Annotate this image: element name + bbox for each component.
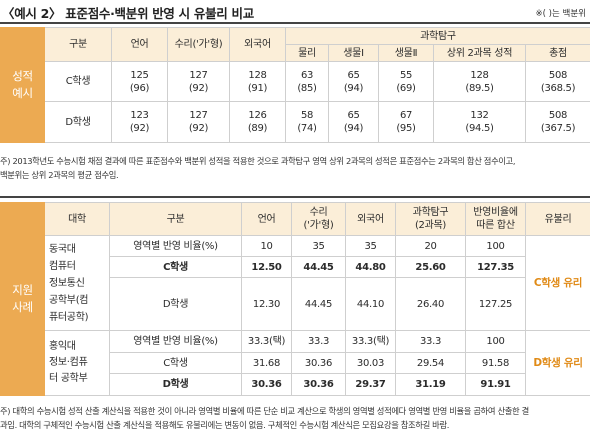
student-name: D학생 bbox=[109, 277, 242, 331]
score-cell: 128 (89.5) bbox=[433, 61, 526, 102]
table-row: C학생 12.50 44.45 44.80 25.60 127.35 bbox=[1, 256, 590, 278]
ratio-label: 영역별 반영 비율(%) bbox=[109, 235, 242, 257]
table-row: D학생 30.36 30.36 29.37 31.19 91.91 bbox=[1, 373, 590, 396]
header-result: 유불리 bbox=[525, 202, 590, 236]
university-name: 홍익대 정보·컴퓨 터 공학부 bbox=[44, 330, 110, 396]
score-cell: 127 (92) bbox=[167, 101, 230, 143]
table-row: 홍익대 정보·컴퓨 터 공학부 영역별 반영 비율(%) 33.3(택) 33.3 … bbox=[1, 330, 590, 396]
value-cell: 33.3(택) bbox=[345, 330, 396, 353]
value-cell: 31.19 bbox=[395, 373, 466, 396]
score-cell: 65 (94) bbox=[328, 61, 379, 102]
header-bio1: 생물Ⅰ bbox=[328, 44, 379, 62]
header-physics: 물리 bbox=[285, 44, 329, 62]
value-cell: 44.45 bbox=[291, 256, 346, 278]
value-cell: 30.36 bbox=[291, 373, 346, 396]
value-cell: 127.25 bbox=[465, 277, 526, 331]
score-cell: 63 (85) bbox=[285, 61, 329, 102]
score-cell: 58 (74) bbox=[285, 101, 329, 143]
unit-note: ※( )는 백분위 bbox=[535, 9, 586, 19]
footnote-score-example: 주) 2013학년도 수능시험 채점 결과에 따른 표준점수와 백분위 성적을 … bbox=[0, 156, 516, 180]
value-cell: 30.36 bbox=[291, 352, 346, 374]
table-row: D학생 12.30 44.45 44.10 26.40 127.25 bbox=[1, 277, 590, 331]
header-korean: 언어 bbox=[241, 202, 292, 236]
side-label-score-example: 성적 예시 bbox=[0, 27, 45, 143]
application-case-table: 지원 사례 대학 구분 언어 수리 ('가'형) 외국어 과학탐구 (2과목) 반영비… bbox=[0, 202, 590, 396]
value-cell: 91.91 bbox=[465, 373, 526, 396]
value-cell: 44.10 bbox=[345, 277, 396, 331]
student-name: C학생 bbox=[109, 352, 242, 374]
header-math: 수리('가'형) bbox=[167, 27, 230, 62]
table-row: 동국대 컴퓨터 정보통신 공학부(컴 퓨터공학) 영역별 반영 비율(%) 10 35 … bbox=[1, 235, 590, 331]
value-cell: 100 bbox=[465, 235, 526, 257]
side-label-application-case: 지원 사례 bbox=[0, 202, 45, 396]
value-cell: 44.80 bbox=[345, 256, 396, 278]
score-cell: 128 (91) bbox=[229, 61, 286, 102]
value-cell: 33.3(택) bbox=[241, 330, 292, 353]
header-university: 대학 bbox=[44, 202, 110, 236]
header-group: 구분 bbox=[109, 202, 242, 236]
page-title: 〈예시 2〉 표준점수·백분위 반영 시 유불리 비교 bbox=[2, 6, 254, 21]
header-total: 총점 bbox=[524, 44, 590, 62]
score-cell: 125 (96) bbox=[111, 61, 168, 102]
value-cell: 12.30 bbox=[241, 277, 292, 331]
footnote-application-case: 주) 대학의 수능시험 성적 산출 계산식을 적용한 것이 아니라 영역별 비율… bbox=[0, 406, 529, 430]
table-row: D학생 123 (92) 127 (92) 126 (89) 58 (74) 65 (94… bbox=[1, 101, 590, 143]
header-english: 외국어 bbox=[345, 202, 396, 236]
result-badge: D학생 유리 bbox=[525, 330, 590, 396]
value-cell: 29.54 bbox=[395, 352, 466, 374]
value-cell: 127.35 bbox=[465, 256, 526, 278]
value-cell: 30.03 bbox=[345, 352, 396, 374]
top-rule bbox=[0, 22, 590, 24]
university-name: 동국대 컴퓨터 정보통신 공학부(컴 퓨터공학) bbox=[44, 235, 110, 331]
header-bio2: 생물Ⅱ bbox=[378, 44, 434, 62]
title-row: 〈예시 2〉 표준점수·백분위 반영 시 유불리 비교 ※( )는 백분위 bbox=[0, 0, 590, 22]
score-cell: 126 (89) bbox=[229, 101, 286, 143]
score-cell: 65 (94) bbox=[328, 101, 379, 143]
score-cell: 508 (367.5) bbox=[524, 101, 590, 143]
score-cell: 123 (92) bbox=[111, 101, 168, 143]
value-cell: 91.58 bbox=[465, 352, 526, 374]
student-name: C학생 bbox=[44, 61, 112, 102]
score-cell: 132 (94.5) bbox=[433, 101, 526, 143]
score-cell: 55 (69) bbox=[378, 61, 434, 102]
value-cell: 25.60 bbox=[395, 256, 466, 278]
value-cell: 26.40 bbox=[395, 277, 466, 331]
ratio-label: 영역별 반영 비율(%) bbox=[109, 330, 242, 353]
value-cell: 10 bbox=[241, 235, 292, 257]
score-cell: 127 (92) bbox=[167, 61, 230, 102]
value-cell: 30.36 bbox=[241, 373, 292, 396]
header-top2: 상위 2과목 성적 bbox=[433, 44, 526, 62]
header-korean: 언어 bbox=[111, 27, 168, 62]
table-row: C학생 125 (96) 127 (92) 128 (91) 63 (85) 65 (94… bbox=[1, 61, 590, 102]
score-example-table: 성적 예시 구분 언어 수리('가'형) 외국어 과학탐구 물리 생물Ⅰ 생물Ⅱ … bbox=[0, 27, 590, 143]
value-cell: 35 bbox=[345, 235, 396, 257]
student-name: D학생 bbox=[109, 373, 242, 396]
value-cell: 33.3 bbox=[291, 330, 346, 353]
header-math: 수리('가'형) bbox=[291, 202, 346, 236]
table-row: C학생 31.68 30.36 30.03 29.54 91.58 bbox=[1, 352, 590, 374]
value-cell: 29.37 bbox=[345, 373, 396, 396]
score-cell: 67 (95) bbox=[378, 101, 434, 143]
result-badge: C학생 유리 bbox=[525, 235, 590, 331]
value-cell: 35 bbox=[291, 235, 346, 257]
header-sum: 반영비율에 따른 합산 bbox=[465, 202, 526, 236]
student-name: C학생 bbox=[109, 256, 242, 278]
header-science: 과학탐구 (2과목) bbox=[395, 202, 466, 236]
section-rule bbox=[0, 196, 590, 198]
value-cell: 33.3 bbox=[395, 330, 466, 353]
value-cell: 12.50 bbox=[241, 256, 292, 278]
score-cell: 508 (368.5) bbox=[524, 61, 590, 102]
header-english: 외국어 bbox=[229, 27, 286, 62]
value-cell: 44.45 bbox=[291, 277, 346, 331]
value-cell: 100 bbox=[465, 330, 526, 353]
header-science: 과학탐구 bbox=[284, 27, 590, 45]
student-name: D학생 bbox=[44, 101, 112, 143]
value-cell: 31.68 bbox=[241, 352, 292, 374]
header-group: 구분 bbox=[44, 27, 112, 62]
value-cell: 20 bbox=[395, 235, 466, 257]
